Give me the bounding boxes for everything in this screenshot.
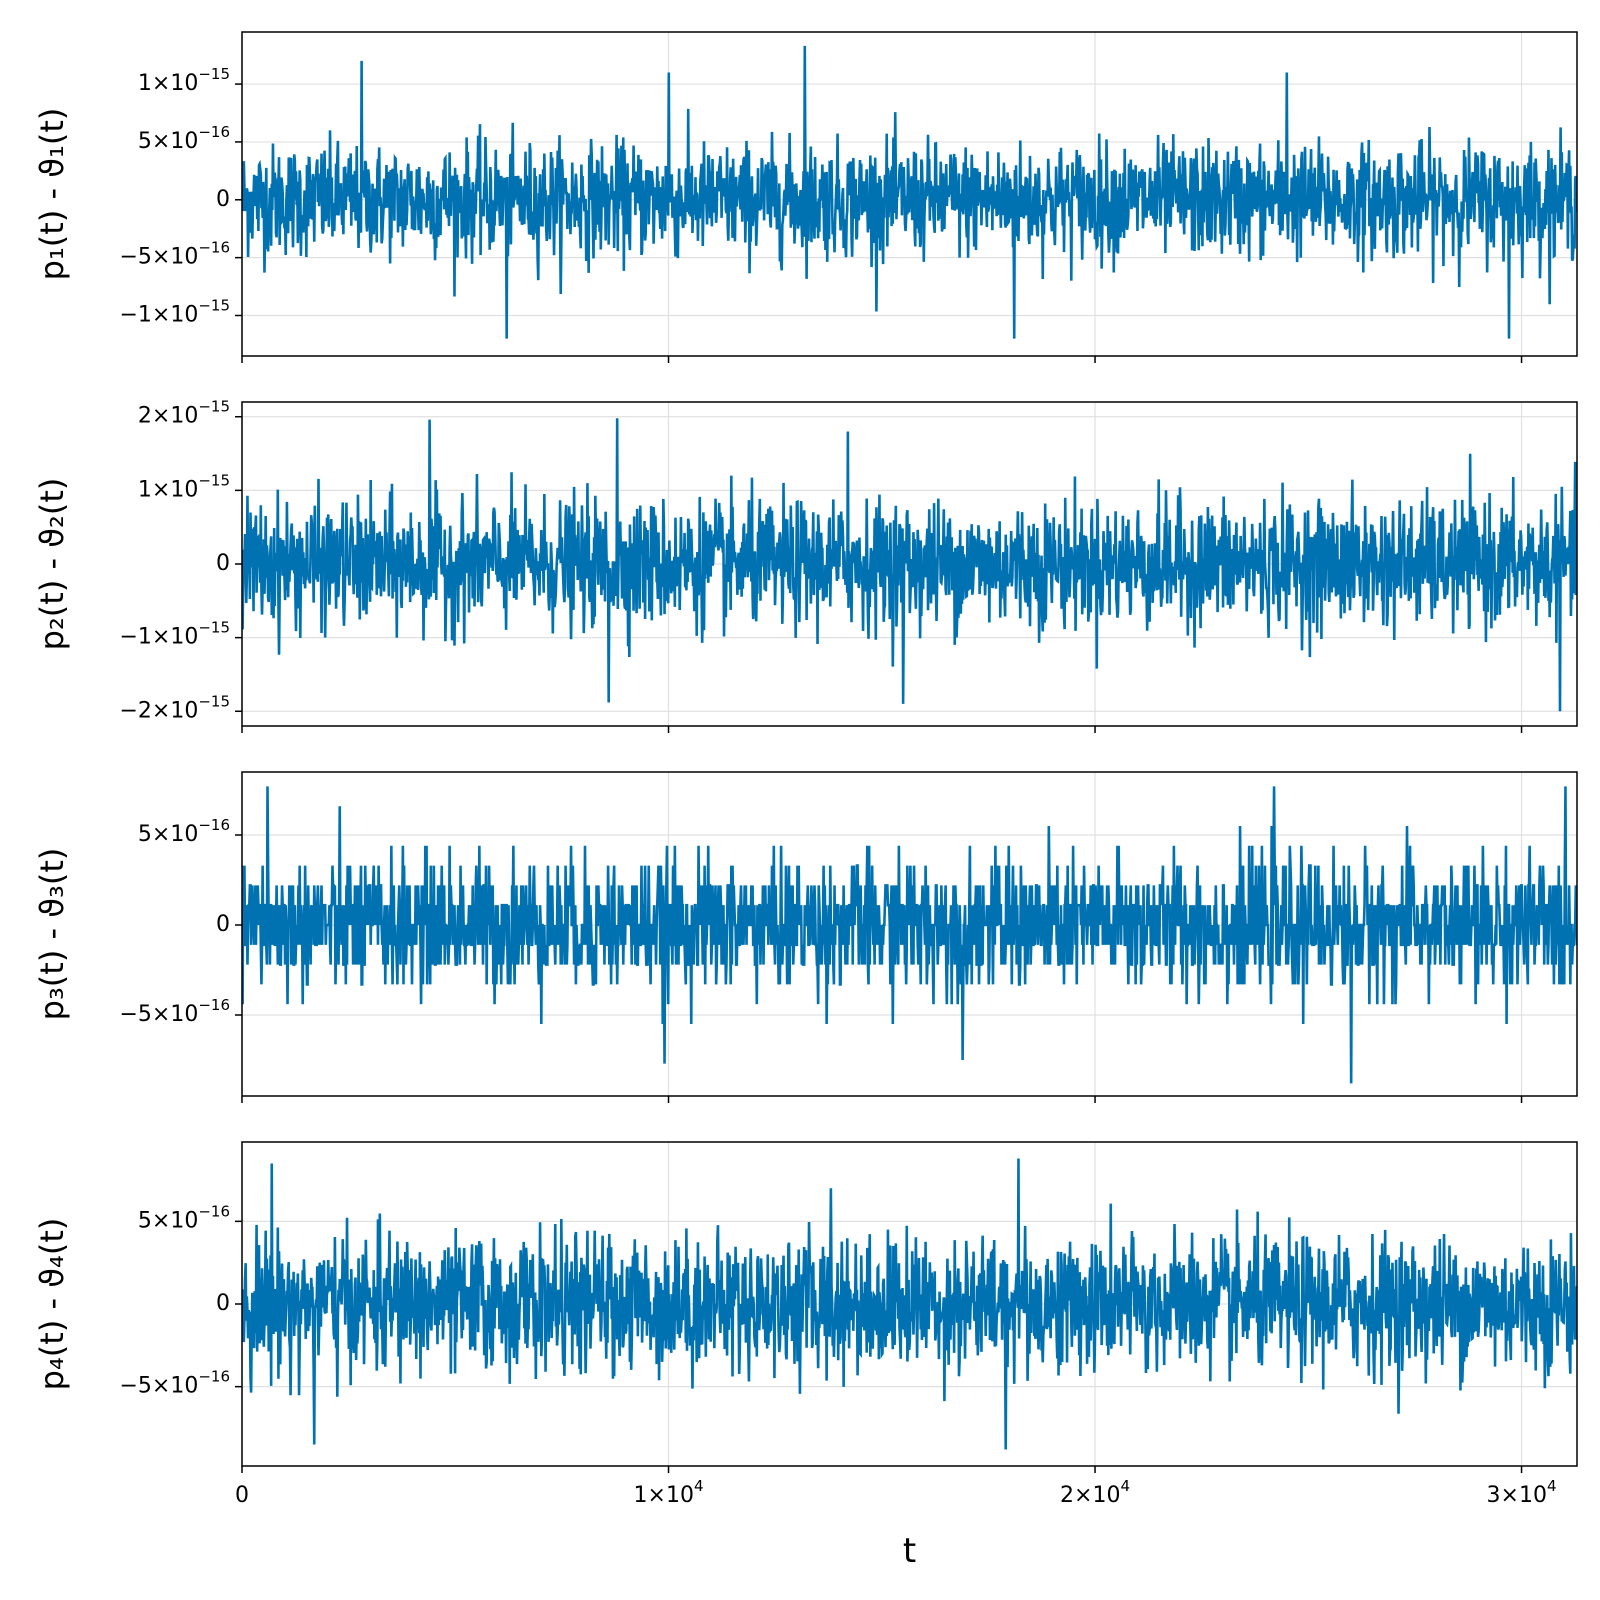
- y-tick-label: 5×10−16: [138, 122, 230, 154]
- y-axis-label: p₂(t) - ϑ₂(t): [33, 478, 71, 651]
- y-axis-label: p₄(t) - ϑ₄(t): [33, 1218, 71, 1391]
- panel-1: 1×10−15 5×10−16 0 −5×10−16 −1×10−15 p₁(t) - ϑ…: [33, 31, 1578, 363]
- y-tick-label: −1×10−15: [119, 618, 230, 650]
- y-tick-label: 2×10−15: [138, 397, 230, 429]
- y-tick-label: 1×10−15: [138, 471, 230, 503]
- y-tick-label: 0: [216, 912, 230, 937]
- panel-3: 5×10−16 0 −5×10−16 p₃(t) - ϑ₃(t): [33, 771, 1578, 1103]
- x-tick-label: 3×104: [1487, 1477, 1557, 1509]
- y-tick-label: 0: [216, 187, 230, 212]
- x-tick-label: 0: [235, 1483, 249, 1508]
- axes-frame: [241, 31, 1578, 357]
- y-tick-label: 0: [216, 551, 230, 576]
- y-tick-label: 0: [216, 1291, 230, 1316]
- y-tick-label: −5×10−16: [119, 1367, 230, 1399]
- y-tick-label: 5×10−16: [138, 1202, 230, 1234]
- series-line: [242, 1158, 1577, 1450]
- series-line: [242, 418, 1577, 712]
- y-tick-label: 5×10−16: [138, 816, 230, 848]
- x-axis-label: t: [903, 1531, 916, 1571]
- panel-2: 2×10−15 1×10−15 0 −1×10−15 −2×10−15 p₂(t) - ϑ…: [33, 397, 1578, 733]
- y-axis-label: p₁(t) - ϑ₁(t): [33, 108, 71, 281]
- y-tick-label: −5×10−16: [119, 996, 230, 1028]
- series-line: [242, 786, 1577, 1084]
- y-tick-label: −1×10−15: [119, 296, 230, 328]
- x-tick-label: 1×104: [634, 1477, 704, 1509]
- y-tick-label: −5×10−16: [119, 238, 230, 270]
- y-tick-label: −2×10−15: [119, 692, 230, 724]
- axes-frame: [241, 771, 1578, 1097]
- panel-4: 5×10−16 0 −5×10−16 0 1×104 2×104 3×104 p₄(t) - …: [33, 1141, 1578, 1571]
- x-tick-label: 2×104: [1060, 1477, 1130, 1509]
- y-tick-label: 1×10−15: [138, 65, 230, 97]
- series-line: [242, 45, 1577, 339]
- y-axis-label: p₃(t) - ϑ₃(t): [33, 848, 71, 1021]
